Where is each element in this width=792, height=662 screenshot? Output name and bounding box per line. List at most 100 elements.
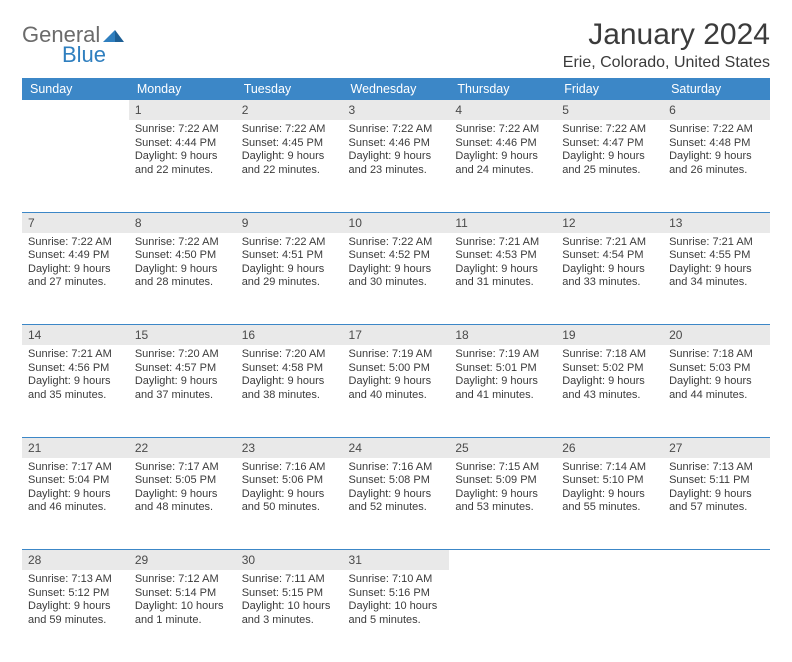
daylight-line2: and 25 minutes. — [562, 164, 657, 178]
day-number-cell: 19 — [556, 325, 663, 346]
day-details: Sunrise: 7:20 AMSunset: 4:58 PMDaylight:… — [236, 345, 343, 406]
day-details: Sunrise: 7:17 AMSunset: 5:05 PMDaylight:… — [129, 458, 236, 519]
daylight-line2: and 41 minutes. — [455, 389, 550, 403]
sunrise-line: Sunrise: 7:21 AM — [455, 236, 550, 250]
daylight-line2: and 57 minutes. — [669, 501, 764, 515]
day-cell: Sunrise: 7:20 AMSunset: 4:57 PMDaylight:… — [129, 345, 236, 437]
day-details: Sunrise: 7:21 AMSunset: 4:55 PMDaylight:… — [663, 233, 770, 294]
day-details: Sunrise: 7:18 AMSunset: 5:02 PMDaylight:… — [556, 345, 663, 406]
day-details: Sunrise: 7:21 AMSunset: 4:54 PMDaylight:… — [556, 233, 663, 294]
daylight-line2: and 24 minutes. — [455, 164, 550, 178]
day-number: 1 — [129, 100, 236, 120]
sunset-line: Sunset: 4:52 PM — [349, 249, 444, 263]
day-number-row: 78910111213 — [22, 212, 770, 233]
calendar-table: SundayMondayTuesdayWednesdayThursdayFrid… — [22, 78, 770, 662]
day-body-row: Sunrise: 7:13 AMSunset: 5:12 PMDaylight:… — [22, 570, 770, 662]
calendar-body: 123456Sunrise: 7:22 AMSunset: 4:44 PMDay… — [22, 100, 770, 662]
day-details: Sunrise: 7:16 AMSunset: 5:06 PMDaylight:… — [236, 458, 343, 519]
daylight-line2: and 22 minutes. — [135, 164, 230, 178]
day-number-row: 21222324252627 — [22, 437, 770, 458]
weekday-header: Monday — [129, 78, 236, 100]
sunrise-line: Sunrise: 7:18 AM — [562, 348, 657, 362]
sunset-line: Sunset: 4:55 PM — [669, 249, 764, 263]
daylight-line1: Daylight: 10 hours — [135, 600, 230, 614]
day-number: 13 — [663, 213, 770, 233]
daylight-line1: Daylight: 9 hours — [455, 488, 550, 502]
daylight-line1: Daylight: 10 hours — [242, 600, 337, 614]
day-number: 28 — [22, 550, 129, 570]
daylight-line1: Daylight: 9 hours — [349, 488, 444, 502]
day-cell: Sunrise: 7:10 AMSunset: 5:16 PMDaylight:… — [343, 570, 450, 662]
daylight-line2: and 34 minutes. — [669, 276, 764, 290]
sunrise-line: Sunrise: 7:21 AM — [28, 348, 123, 362]
brand-mark-icon — [103, 26, 125, 46]
day-cell: Sunrise: 7:14 AMSunset: 5:10 PMDaylight:… — [556, 458, 663, 550]
daylight-line1: Daylight: 9 hours — [562, 150, 657, 164]
daylight-line2: and 46 minutes. — [28, 501, 123, 515]
day-number-cell: 23 — [236, 437, 343, 458]
day-cell: Sunrise: 7:18 AMSunset: 5:02 PMDaylight:… — [556, 345, 663, 437]
daylight-line1: Daylight: 9 hours — [669, 375, 764, 389]
weekday-header: Saturday — [663, 78, 770, 100]
daylight-line2: and 23 minutes. — [349, 164, 444, 178]
day-details: Sunrise: 7:13 AMSunset: 5:11 PMDaylight:… — [663, 458, 770, 519]
daylight-line2: and 38 minutes. — [242, 389, 337, 403]
day-cell: Sunrise: 7:22 AMSunset: 4:48 PMDaylight:… — [663, 120, 770, 212]
day-details: Sunrise: 7:13 AMSunset: 5:12 PMDaylight:… — [22, 570, 129, 631]
month-title: January 2024 — [563, 18, 770, 52]
daylight-line1: Daylight: 9 hours — [349, 263, 444, 277]
day-number: 7 — [22, 213, 129, 233]
sunset-line: Sunset: 4:50 PM — [135, 249, 230, 263]
day-number: 16 — [236, 325, 343, 345]
daylight-line2: and 43 minutes. — [562, 389, 657, 403]
day-cell: Sunrise: 7:13 AMSunset: 5:12 PMDaylight:… — [22, 570, 129, 662]
sunset-line: Sunset: 5:09 PM — [455, 474, 550, 488]
sunset-line: Sunset: 4:56 PM — [28, 362, 123, 376]
location-subtitle: Erie, Colorado, United States — [563, 54, 770, 72]
day-number: 24 — [343, 438, 450, 458]
sunrise-line: Sunrise: 7:20 AM — [135, 348, 230, 362]
daylight-line2: and 22 minutes. — [242, 164, 337, 178]
day-number-cell: 29 — [129, 550, 236, 571]
daylight-line2: and 50 minutes. — [242, 501, 337, 515]
sunset-line: Sunset: 4:51 PM — [242, 249, 337, 263]
daylight-line1: Daylight: 9 hours — [562, 263, 657, 277]
day-number: 5 — [556, 100, 663, 120]
day-number-cell: 12 — [556, 212, 663, 233]
day-number: 14 — [22, 325, 129, 345]
daylight-line2: and 35 minutes. — [28, 389, 123, 403]
day-cell: Sunrise: 7:12 AMSunset: 5:14 PMDaylight:… — [129, 570, 236, 662]
day-number: 11 — [449, 213, 556, 233]
sunset-line: Sunset: 4:45 PM — [242, 137, 337, 151]
day-cell — [449, 570, 556, 662]
day-number-cell: 10 — [343, 212, 450, 233]
sunset-line: Sunset: 4:46 PM — [455, 137, 550, 151]
day-number: 31 — [343, 550, 450, 570]
day-number-cell: 24 — [343, 437, 450, 458]
day-number-cell: 5 — [556, 100, 663, 120]
daylight-line2: and 31 minutes. — [455, 276, 550, 290]
sunset-line: Sunset: 4:54 PM — [562, 249, 657, 263]
day-body-row: Sunrise: 7:21 AMSunset: 4:56 PM Daylight:… — [22, 345, 770, 437]
sunrise-line: Sunrise: 7:21 AM — [669, 236, 764, 250]
day-number-cell: 18 — [449, 325, 556, 346]
day-number: 12 — [556, 213, 663, 233]
calendar-page: General Blue January 2024 Erie, Colorado… — [0, 0, 792, 612]
day-cell: Sunrise: 7:22 AMSunset: 4:49 PMDaylight:… — [22, 233, 129, 325]
day-number: 4 — [449, 100, 556, 120]
sunrise-line: Sunrise: 7:20 AM — [242, 348, 337, 362]
day-number-cell: 2 — [236, 100, 343, 120]
day-number-cell: 21 — [22, 437, 129, 458]
sunset-line: Sunset: 5:08 PM — [349, 474, 444, 488]
day-number-cell: 27 — [663, 437, 770, 458]
day-number — [449, 550, 556, 570]
sunset-line: Sunset: 5:14 PM — [135, 587, 230, 601]
daylight-line1: Daylight: 9 hours — [669, 263, 764, 277]
day-details: Sunrise: 7:21 AMSunset: 4:56 PMDaylight:… — [22, 345, 129, 406]
weekday-header-row: SundayMondayTuesdayWednesdayThursdayFrid… — [22, 78, 770, 100]
day-number: 27 — [663, 438, 770, 458]
day-cell: Sunrise: 7:22 AMSunset: 4:50 PMDaylight:… — [129, 233, 236, 325]
day-cell: Sunrise: 7:20 AMSunset: 4:58 PMDaylight:… — [236, 345, 343, 437]
daylight-line1: Daylight: 9 hours — [562, 375, 657, 389]
day-number-cell: 8 — [129, 212, 236, 233]
